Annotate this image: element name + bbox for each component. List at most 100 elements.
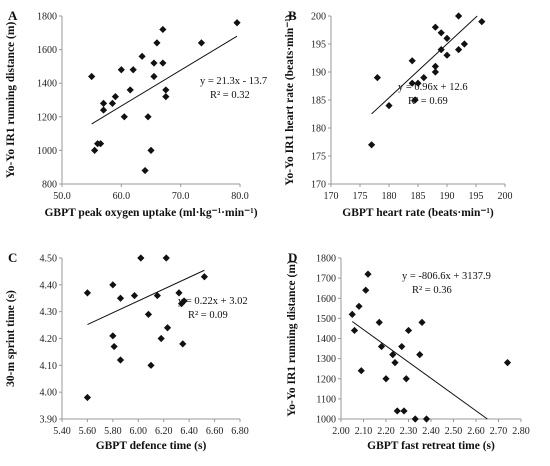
- data-point: [443, 34, 451, 42]
- data-point: [460, 40, 468, 48]
- y-tick-label: 1200: [37, 112, 57, 123]
- y-tick-label: 170: [311, 180, 326, 191]
- x-tick-label: 5.40: [53, 426, 71, 437]
- x-tick-label: 6.20: [155, 426, 173, 437]
- data-point: [348, 310, 356, 318]
- x-tick-label: 6.60: [206, 426, 224, 437]
- x-axis-title: GBPT heart rate (beats·min⁻¹): [342, 207, 494, 219]
- data-point: [91, 146, 99, 154]
- y-axis-title: 30-m sprint time (s): [5, 290, 17, 387]
- y-tick-label: 190: [311, 68, 326, 79]
- y-tick-label: 195: [311, 40, 326, 51]
- data-point: [443, 51, 451, 59]
- x-tick-label: 60.0: [113, 191, 131, 202]
- data-point: [355, 302, 363, 310]
- y-tick-label: 4.10: [40, 361, 58, 372]
- y-tick-label: 200: [311, 12, 326, 23]
- data-point: [109, 281, 117, 289]
- data-point: [120, 113, 128, 121]
- trendline: [87, 269, 205, 326]
- data-point: [414, 79, 422, 87]
- data-point: [389, 351, 397, 359]
- data-point: [422, 415, 431, 423]
- data-point: [147, 146, 155, 154]
- y-tick-label: 185: [311, 96, 326, 107]
- panel-letter: D: [288, 250, 297, 265]
- data-point: [111, 93, 119, 101]
- y-tick-label: 175: [311, 152, 326, 163]
- data-point: [364, 270, 372, 278]
- x-tick-label: 200: [498, 191, 513, 202]
- y-tick-label: 1600: [316, 294, 336, 305]
- data-point: [431, 23, 439, 31]
- data-point: [126, 86, 134, 94]
- x-tick-label: 185: [411, 191, 426, 202]
- data-point: [153, 291, 161, 300]
- r-squared: R² = 0.09: [188, 310, 228, 321]
- panel-letter: C: [8, 250, 17, 265]
- data-point: [416, 351, 424, 359]
- x-tick-label: 2.20: [377, 426, 395, 437]
- data-point: [99, 99, 108, 107]
- panel-letter: A: [8, 8, 18, 23]
- data-point: [116, 356, 125, 364]
- y-tick-label: 1800: [316, 254, 336, 265]
- y-tick-label: 4.20: [40, 334, 58, 345]
- data-point: [437, 46, 445, 54]
- data-point: [83, 393, 92, 402]
- r-squared: R² = 0.32: [210, 90, 250, 101]
- data-point: [402, 375, 410, 383]
- data-point: [141, 166, 149, 175]
- data-point: [408, 57, 416, 65]
- data-point: [455, 46, 463, 54]
- data-point: [373, 74, 381, 82]
- x-tick-label: 195: [469, 191, 484, 202]
- panel-letter: B: [288, 8, 297, 23]
- x-tick-label: 50.0: [53, 191, 71, 202]
- data-point: [96, 140, 105, 148]
- data-point: [431, 62, 439, 70]
- y-tick-label: 4.50: [40, 254, 58, 265]
- x-tick-label: 6.00: [130, 426, 148, 437]
- y-axis-title: Yo-Yo IR1 running distance (m): [5, 22, 17, 179]
- chart-panel-d: D 2.00 2.10 2.20 2.30 2.40 2.50 2.60 2.70 2.80 100…: [286, 250, 530, 452]
- data-point: [159, 59, 167, 67]
- data-point: [368, 141, 376, 149]
- x-tick-label: 2.30: [400, 426, 418, 437]
- x-tick-label: 190: [440, 191, 455, 202]
- y-tick-label: 4.40: [40, 280, 58, 291]
- x-tick-label: 2.60: [467, 426, 485, 437]
- x-axis-title: GBPT fast retreat time (s): [367, 440, 495, 452]
- data-point: [108, 99, 117, 107]
- x-tick-label: 2.40: [422, 426, 440, 437]
- data-point: [478, 18, 486, 26]
- data-point: [200, 273, 208, 281]
- x-tick-label: 2.80: [512, 426, 530, 437]
- chart-panel-c: C 5.40 5.60 5.80 6.00 6.20 6.40 6.60 6.80 3.90 4.0…: [5, 250, 249, 452]
- x-axis-title: GBPT peak oxygen uptake (ml·kg⁻¹·min⁻¹): [44, 207, 257, 219]
- y-axis-title: Yo-Yo IR1 running distance (m): [286, 260, 298, 417]
- data-point: [398, 342, 406, 351]
- regression-equation: y = 0.96x + 12.6: [398, 82, 468, 93]
- regression-equation: y = 0.22x + 3.02: [178, 296, 248, 307]
- data-point: [129, 66, 137, 74]
- data-point: [163, 324, 172, 332]
- y-tick-label: 1500: [316, 314, 336, 325]
- data-point: [157, 334, 165, 343]
- y-tick-label: 800: [42, 180, 57, 191]
- data-point: [150, 59, 158, 67]
- x-tick-label: 2.00: [332, 426, 350, 437]
- data-point: [377, 342, 386, 351]
- x-tick-label: 6.40: [180, 426, 198, 437]
- data-point: [180, 297, 188, 305]
- data-point: [382, 375, 390, 383]
- data-point: [503, 359, 512, 367]
- y-tick-label: 180: [311, 124, 326, 135]
- data-point: [117, 66, 125, 74]
- data-point: [144, 113, 152, 121]
- data-point: [138, 52, 146, 60]
- x-tick-label: 5.60: [79, 426, 97, 437]
- data-point: [233, 19, 241, 27]
- data-point: [391, 359, 399, 367]
